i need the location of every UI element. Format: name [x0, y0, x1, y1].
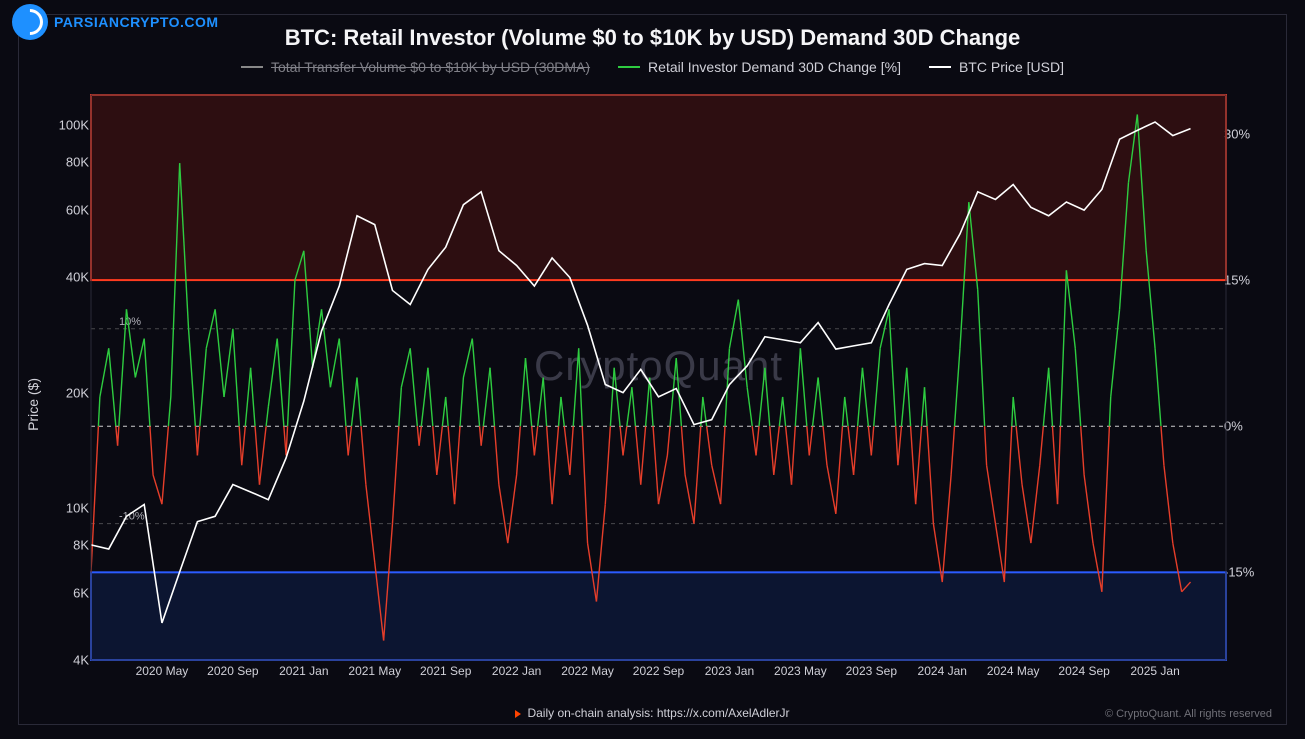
y-right-tick: 30%	[1224, 126, 1284, 141]
chart-footer: Daily on-chain analysis: https://x.com/A…	[19, 706, 1286, 720]
y-left-tick: 8K	[29, 537, 89, 552]
y-axis-left: 4K6K8K10K20K40K60K80K100K	[29, 95, 89, 660]
x-tick: 2021 May	[348, 664, 401, 678]
plot-area: Price ($) 4K6K8K10K20K40K60K80K100K -15%…	[91, 95, 1226, 660]
x-tick: 2022 Sep	[633, 664, 684, 678]
x-tick: 2022 Jan	[492, 664, 541, 678]
chart-svg: 10%-10%	[91, 95, 1226, 660]
y-left-tick: 40K	[29, 270, 89, 285]
y-axis-right: -15% 0% 15% 30%	[1224, 95, 1284, 660]
y-left-tick: 80K	[29, 155, 89, 170]
y-left-tick: 20K	[29, 385, 89, 400]
legend-swatch	[929, 66, 951, 68]
legend-label: Retail Investor Demand 30D Change [%]	[648, 59, 901, 75]
site-watermark: PARSIANCRYPTO.COM	[12, 4, 219, 40]
x-tick: 2020 Sep	[207, 664, 258, 678]
x-tick: 2024 May	[987, 664, 1040, 678]
x-tick: 2023 May	[774, 664, 827, 678]
y-left-tick: 6K	[29, 585, 89, 600]
y-left-tick: 4K	[29, 653, 89, 668]
site-logo-text: PARSIANCRYPTO.COM	[54, 14, 219, 30]
x-tick: 2021 Jan	[279, 664, 328, 678]
y-right-tick: 0%	[1224, 419, 1284, 434]
footer-marker-icon	[515, 710, 521, 718]
x-axis: 2020 May 2020 Sep 2021 Jan 2021 May 2021 Sep…	[91, 664, 1226, 684]
x-tick: 2023 Jan	[705, 664, 754, 678]
y-right-tick: 15%	[1224, 273, 1284, 288]
footer-text: Daily on-chain analysis: https://x.com/A…	[527, 706, 789, 720]
x-tick: 2024 Sep	[1058, 664, 1109, 678]
x-tick: 2020 May	[136, 664, 189, 678]
y-left-tick: 100K	[29, 118, 89, 133]
svg-text:10%: 10%	[119, 316, 141, 328]
legend-label: Total Transfer Volume $0 to $10K by USD …	[271, 59, 590, 75]
legend-swatch	[241, 66, 263, 68]
x-tick: 2025 Jan	[1130, 664, 1179, 678]
legend-label: BTC Price [USD]	[959, 59, 1064, 75]
x-tick: 2024 Jan	[918, 664, 967, 678]
legend-item-btc-price[interactable]: BTC Price [USD]	[929, 59, 1064, 75]
copyright-text: © CryptoQuant. All rights reserved	[1105, 708, 1272, 720]
site-logo-icon	[12, 4, 48, 40]
y-left-tick: 60K	[29, 203, 89, 218]
x-tick: 2023 Sep	[846, 664, 897, 678]
legend-item-retail-demand[interactable]: Retail Investor Demand 30D Change [%]	[618, 59, 901, 75]
x-tick: 2022 May	[561, 664, 614, 678]
y-left-tick: 10K	[29, 500, 89, 515]
chart-legend: Total Transfer Volume $0 to $10K by USD …	[19, 51, 1286, 79]
x-tick: 2021 Sep	[420, 664, 471, 678]
y-right-tick: -15%	[1224, 565, 1284, 580]
chart-frame: BTC: Retail Investor (Volume $0 to $10K …	[18, 14, 1287, 725]
legend-item-transfer-volume[interactable]: Total Transfer Volume $0 to $10K by USD …	[241, 59, 590, 75]
legend-swatch	[618, 66, 640, 68]
